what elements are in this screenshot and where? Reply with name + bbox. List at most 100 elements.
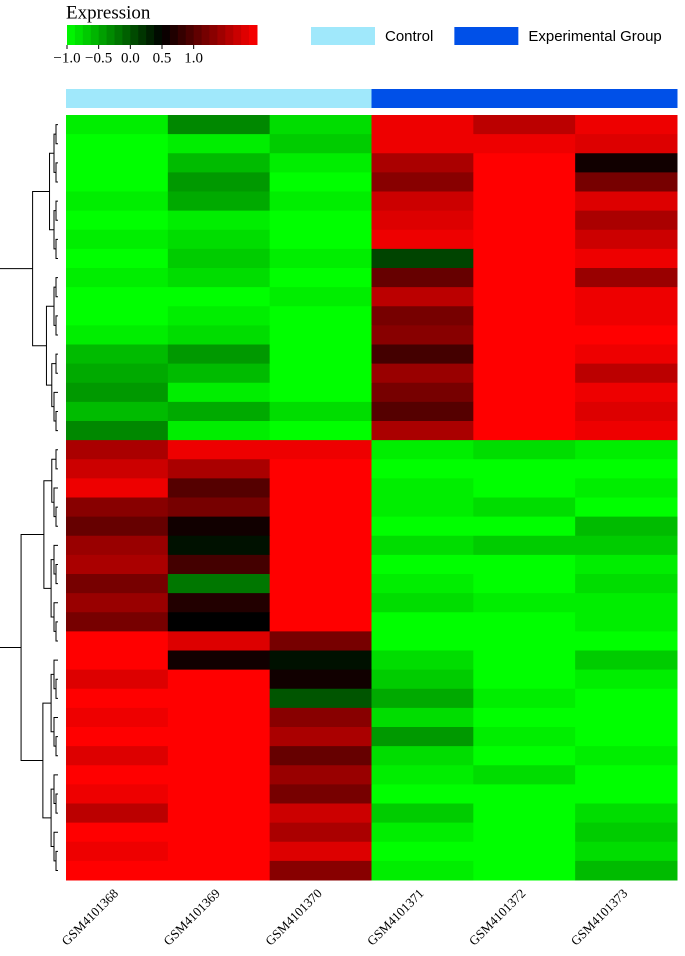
heatmap-cell [66,440,169,460]
heatmap-cell [167,172,271,192]
heatmap-cell [473,727,576,747]
heatmap-cell [269,497,372,518]
heatmap-cell [371,287,474,307]
heatmap-cell [269,478,372,498]
heatmap-cell [167,669,271,690]
heatmap-cell [167,535,271,556]
heatmap-cell [167,191,271,212]
heatmap-cell [269,248,372,269]
heatmap-cell [575,612,678,632]
heatmap-cell [269,401,372,422]
heatmap-cell [575,229,678,250]
colorbar-segment [122,25,131,45]
heatmap-cell [66,497,169,518]
heatmap-cell [473,478,576,498]
dendrogram-branch [55,793,58,814]
heatmap-cell [575,172,678,192]
heatmap-cell [66,688,169,709]
heatmap-cell [167,421,271,441]
heatmap-cell [371,440,474,460]
dendrogram-branch [55,563,58,585]
heatmap-cell [371,574,474,594]
heatmap-cell [371,153,474,173]
heatmap-cell [269,306,372,326]
heatmap-cell [269,688,372,709]
heatmap-cell [473,803,576,824]
heatmap-cell [66,325,169,345]
heatmap-cell [575,134,678,154]
heatmap-cell [66,382,169,403]
heatmap-cell [66,248,169,269]
colorbar-segment [177,25,187,45]
heatmap-cell [473,401,576,422]
heatmap-cell [269,574,372,594]
dendrogram-branch [32,191,50,347]
dendrogram-branch [42,702,52,819]
heatmap-cell [371,382,474,403]
heatmap-cell [473,631,576,651]
heatmap-cell [473,210,576,231]
heatmap-cell [371,707,474,728]
heatmap-cell [575,191,678,212]
colorbar-segment [82,25,92,45]
heatmap-cell [66,153,169,173]
heatmap-cell [167,841,271,862]
colorbar-segment [138,25,147,45]
heatmap-cell [575,650,678,671]
heatmap-cell [575,268,678,288]
heatmap-cell [167,344,271,365]
colorbar-segment [185,25,195,45]
heatmap-cell [66,516,169,537]
heatmap-cell [66,191,169,212]
heatmap-cell [269,784,372,804]
heatmap-cell [371,134,474,154]
dendrogram-branch [55,277,58,298]
heatmap-cell [66,841,169,862]
legend-swatch [454,27,519,45]
heatmap-cell [66,631,169,651]
colorbar-segment [193,25,203,45]
dendrogram-branch [55,736,58,757]
heatmap-cell [473,516,576,537]
heatmap-cell [167,574,271,594]
heatmap-cell [269,860,372,881]
heatmap-cell [371,459,474,479]
heatmap-cell [575,287,678,307]
heatmap-cell [575,497,678,518]
heatmap-cell [371,650,474,671]
dendrogram-branch [55,353,58,374]
heatmap-cell [371,631,474,651]
heatmap-cell [66,784,169,804]
heatmap-cell [269,459,372,479]
heatmap-cell [575,631,678,651]
heatmap-cell [473,688,576,709]
column-label: GSM4101372 [466,886,529,949]
colorbar-segment [90,25,100,45]
heatmap-cell [575,306,678,326]
heatmap-cell [66,210,169,231]
heatmap-cell [167,440,271,460]
heatmap-cell [371,765,474,785]
heatmap-cell [575,363,678,384]
heatmap-cell [66,574,169,594]
heatmap-cell [167,248,271,269]
heatmap-cell [371,746,474,766]
heatmap-cell [167,115,271,135]
heatmap-cell [269,268,372,288]
heatmap-cell [66,421,169,441]
group-annotation [66,89,169,108]
heatmap-cell [473,325,576,345]
heatmap-cell [66,746,169,766]
heatmap-cell [575,784,678,804]
heatmap-cell [167,363,271,384]
heatmap-cell [371,229,474,250]
colorbar-segment [233,25,242,45]
colorbar-segment [146,25,155,45]
heatmap-cell [473,535,576,556]
legend-swatch [311,27,375,45]
heatmap-cell [371,421,474,441]
heatmap-cell [269,593,372,613]
heatmap-cell [167,707,271,728]
heatmap-cell [167,268,271,288]
heatmap-cell [473,248,576,269]
